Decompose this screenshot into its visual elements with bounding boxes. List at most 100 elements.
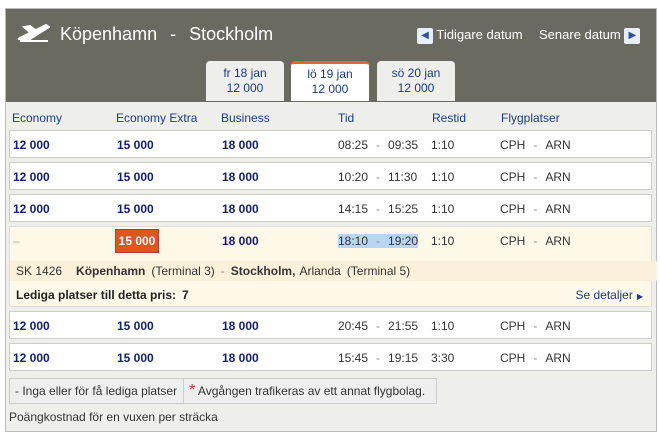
time-separator: - bbox=[376, 234, 381, 248]
flight-row[interactable]: 12 000 15 000 18 000 20:45-21:55 1:10 CPH - ARN bbox=[9, 311, 652, 339]
plane-icon bbox=[17, 23, 50, 42]
route-title: Köpenhamn - Stockholm bbox=[60, 24, 273, 45]
airports: CPH - ARN bbox=[500, 138, 571, 152]
column-header: Economy bbox=[12, 111, 63, 125]
destination-code: ARN bbox=[545, 202, 571, 216]
business-price[interactable]: 18 000 bbox=[222, 319, 259, 333]
airports: CPH - ARN bbox=[500, 319, 571, 333]
duration: 1:10 bbox=[431, 234, 455, 248]
airport-separator: - bbox=[533, 351, 538, 365]
business-price[interactable]: 18 000 bbox=[222, 351, 259, 365]
depart: 14:15 bbox=[338, 202, 369, 216]
economy-price: 12 000 bbox=[13, 202, 50, 216]
to-city: Stockholm, bbox=[230, 264, 296, 278]
time: 20:45-21:55 bbox=[338, 319, 418, 333]
depart: 08:25 bbox=[338, 138, 369, 152]
duration: 1:10 bbox=[431, 138, 455, 152]
legend-text: Avgången trafikeras av ett annat flygbol… bbox=[197, 384, 426, 398]
destination-code: ARN bbox=[545, 170, 571, 184]
date-tab[interactable]: lö 19 jan 12 000 bbox=[291, 61, 369, 101]
details-separator: - bbox=[220, 264, 225, 278]
business-price[interactable]: 18 000 bbox=[222, 202, 259, 216]
economy-price: 12 000 bbox=[13, 351, 50, 365]
tab-day: sö 20 jan bbox=[391, 66, 441, 80]
time-separator: - bbox=[376, 319, 381, 333]
flight-row[interactable]: 12 000 15 000 18 000 14:15-15:25 1:10 CPH - ARN bbox=[9, 194, 652, 222]
business-price[interactable]: 18 000 bbox=[222, 138, 259, 152]
header: Köpenhamn - Stockholm ◀ Tidigare datum S… bbox=[6, 9, 656, 102]
time: 14:15-15:25 bbox=[338, 202, 418, 216]
prev-label: Tidigare datum bbox=[436, 27, 523, 42]
business-price[interactable]: 18 000 bbox=[222, 234, 259, 248]
to-airport: Arlanda bbox=[299, 264, 341, 278]
economy-price: 12 000 bbox=[13, 319, 50, 333]
origin-code: CPH bbox=[500, 138, 526, 152]
depart: 20:45 bbox=[338, 319, 369, 333]
economy-extra-price[interactable]: 15 000 bbox=[117, 202, 154, 216]
to-terminal: (Terminal 5) bbox=[346, 264, 411, 278]
business-price[interactable]: 18 000 bbox=[222, 170, 259, 184]
flight-row[interactable]: 12 000 15 000 18 000 10:20-11:30 1:10 CPH - ARN bbox=[9, 162, 652, 190]
details-link[interactable]: Se detaljer ▶ bbox=[575, 288, 643, 302]
arrive: 09:35 bbox=[388, 138, 419, 152]
asterisk: * bbox=[189, 382, 196, 399]
airport-separator: - bbox=[533, 319, 538, 333]
seats-label: Lediga platser till detta pris: bbox=[16, 288, 177, 302]
airport-separator: - bbox=[533, 170, 538, 184]
duration: 1:10 bbox=[431, 319, 455, 333]
depart: 10:20 bbox=[338, 170, 369, 184]
column-header: Flygplatser bbox=[501, 111, 560, 125]
airport-separator: - bbox=[533, 138, 538, 152]
time: 18:10-19:20 bbox=[338, 234, 419, 248]
flight-number: SK 1426 bbox=[16, 264, 63, 278]
airports: CPH - ARN bbox=[500, 234, 571, 248]
economy-extra-price[interactable]: 15 000 bbox=[117, 351, 154, 365]
origin-code: CPH bbox=[500, 202, 526, 216]
time-separator: - bbox=[376, 351, 381, 365]
date-tab[interactable]: sö 20 jan 12 000 bbox=[377, 61, 455, 101]
details-link-text[interactable]: Se detaljer bbox=[575, 288, 633, 302]
legend-other-carrier: * Avgången trafikeras av ett annat flygb… bbox=[183, 378, 437, 404]
time: 15:45-19:15 bbox=[338, 351, 418, 365]
flight-details: SK 1426 Köpenhamn (Terminal 3) - Stockholm, A… bbox=[10, 261, 657, 281]
arrive: 19:15 bbox=[388, 351, 419, 365]
origin-code: CPH bbox=[500, 234, 526, 248]
from-city: Köpenhamn bbox=[76, 264, 146, 278]
prev-button[interactable]: ◀ Tidigare datum bbox=[417, 27, 523, 44]
time-separator: - bbox=[376, 170, 381, 184]
airports: CPH - ARN bbox=[500, 202, 571, 216]
arrive: 11:30 bbox=[388, 170, 418, 184]
column-header: Economy Extra bbox=[116, 111, 198, 125]
destination-code: ARN bbox=[545, 138, 571, 152]
depart: 18:10 bbox=[338, 234, 369, 248]
column-header: Business bbox=[221, 111, 270, 125]
flight-row[interactable]: –15 000 18 000 18:10-19:20 1:10 CPH - ARN SK 14… bbox=[9, 226, 657, 307]
origin-code: CPH bbox=[500, 170, 526, 184]
next-label: Senare datum bbox=[539, 27, 621, 42]
tab-price: 12 000 bbox=[226, 81, 264, 95]
time: 08:25-09:35 bbox=[338, 138, 418, 152]
arrive: 15:25 bbox=[388, 202, 419, 216]
seats-info: Lediga platser till detta pris: 7 bbox=[16, 288, 189, 302]
economy-extra-price[interactable]: 15 000 bbox=[115, 229, 159, 253]
date-tab[interactable]: fr 18 jan 12 000 bbox=[206, 61, 284, 101]
economy-extra-price[interactable]: 15 000 bbox=[117, 170, 154, 184]
column-header: Tid bbox=[338, 111, 355, 125]
economy-price: 12 000 bbox=[13, 138, 50, 152]
airports: CPH - ARN bbox=[500, 351, 571, 365]
arrive: 19:20 bbox=[388, 234, 419, 248]
column-header: Restid bbox=[432, 111, 467, 125]
flight-row[interactable]: 12 000 15 000 18 000 08:25-09:35 1:10 CPH - ARN bbox=[9, 130, 652, 158]
from-terminal: (Terminal 3) bbox=[151, 264, 215, 278]
flight-row[interactable]: 12 000 15 000 18 000 15:45-19:15 3:30 CPH - ARN bbox=[9, 343, 652, 371]
economy-extra-price[interactable]: 15 000 bbox=[117, 138, 154, 152]
time-separator: - bbox=[376, 202, 381, 216]
tab-price: 12 000 bbox=[397, 81, 435, 95]
economy-price: – bbox=[13, 234, 20, 248]
next-button[interactable]: Senare datum ▶ bbox=[539, 27, 641, 44]
duration: 1:10 bbox=[431, 202, 455, 216]
tab-price: 12 000 bbox=[311, 82, 349, 96]
economy-price: 12 000 bbox=[13, 170, 50, 184]
economy-extra-price[interactable]: 15 000 bbox=[117, 319, 154, 333]
